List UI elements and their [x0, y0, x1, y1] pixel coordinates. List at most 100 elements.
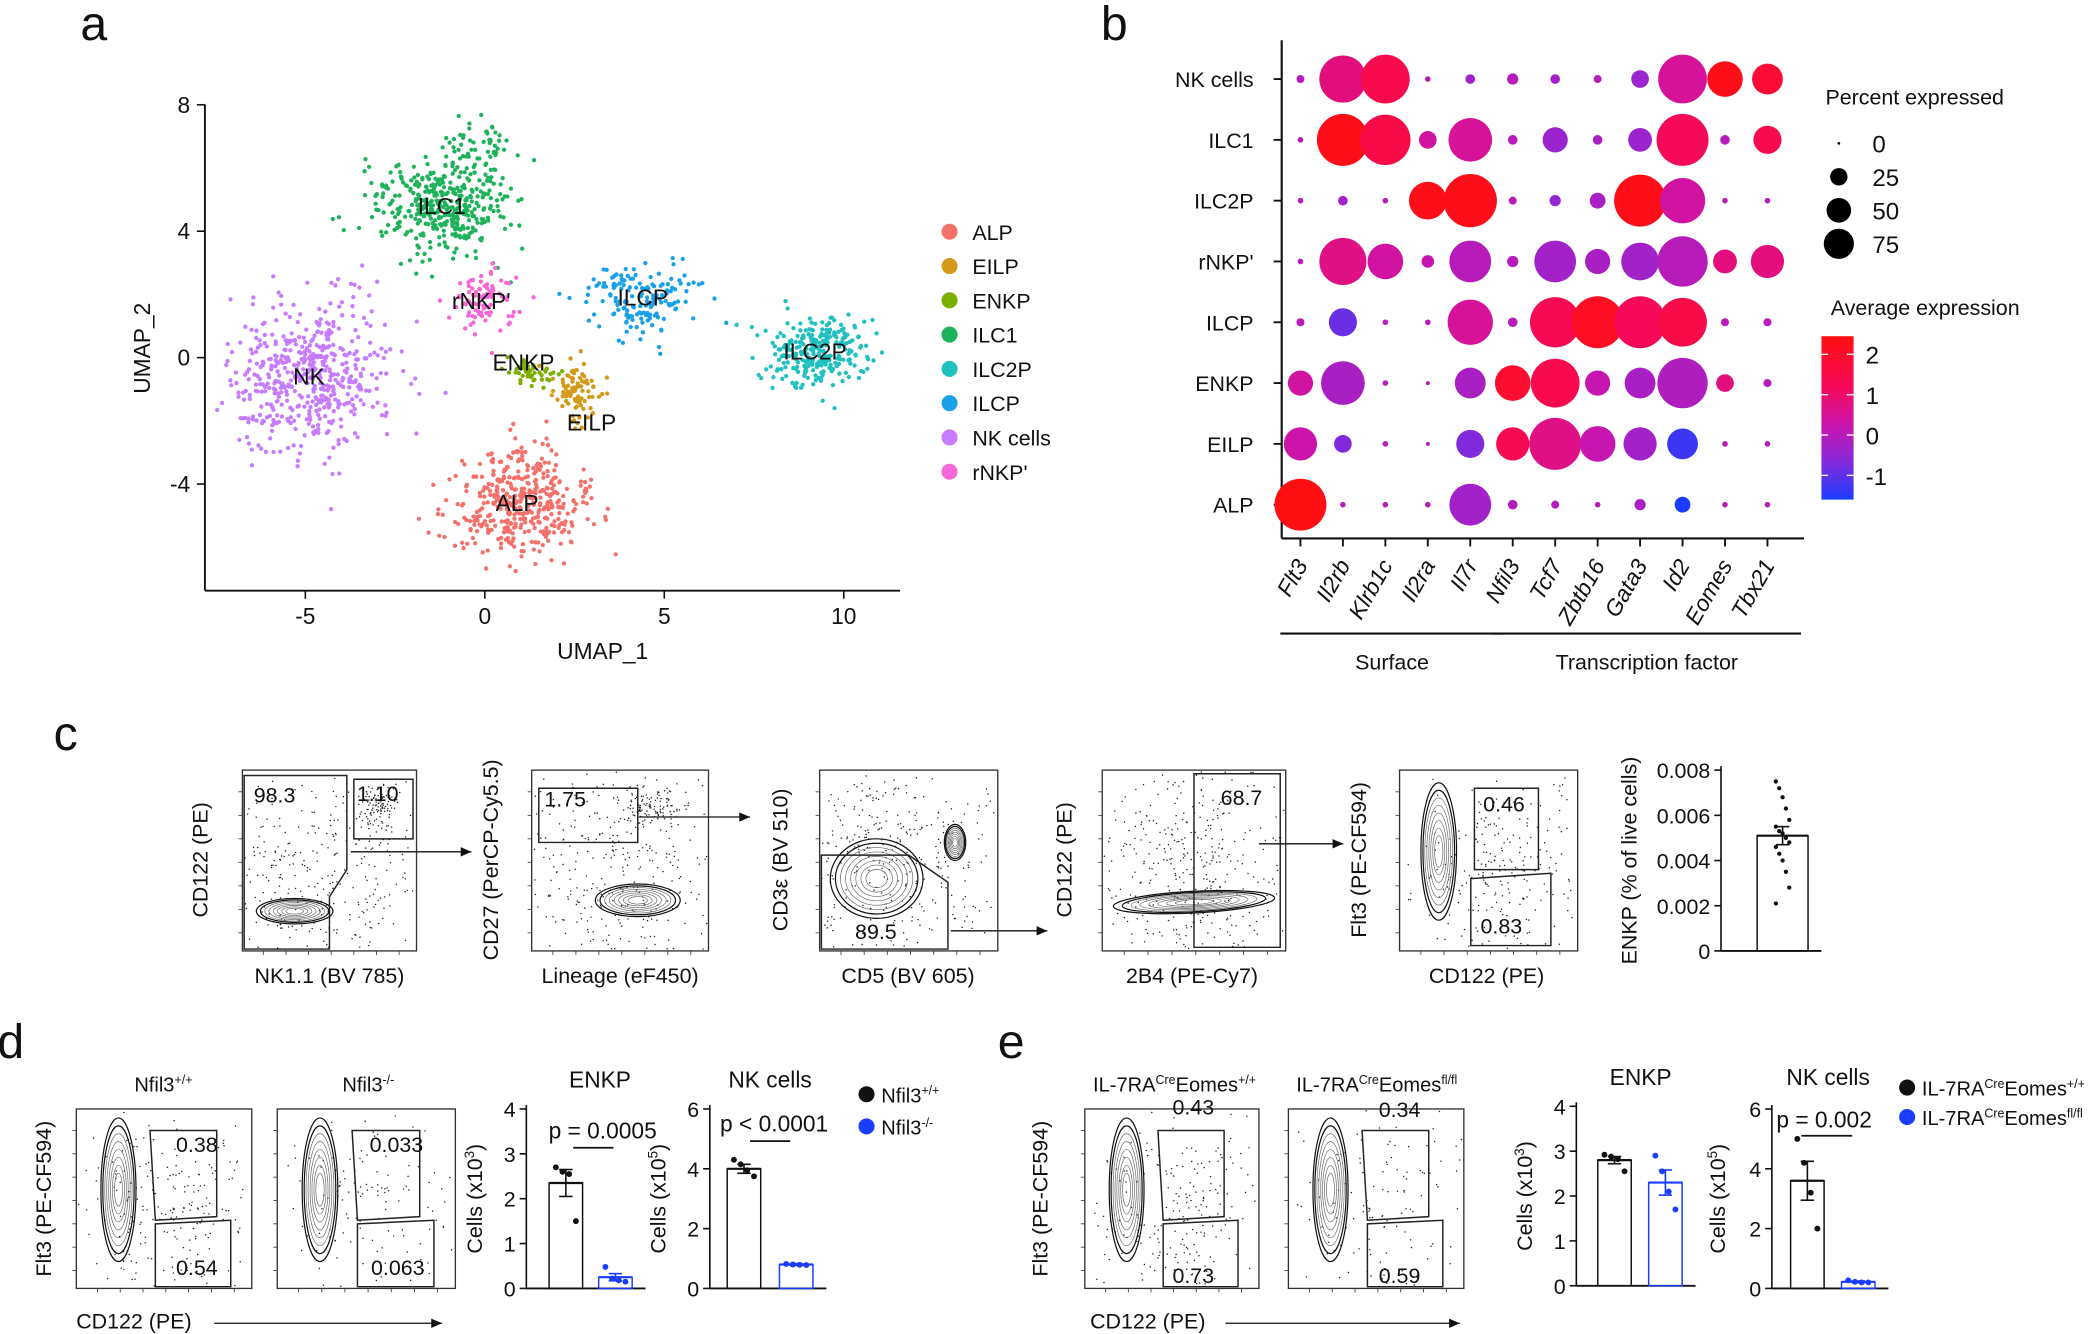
col-label: Il7r: [1444, 553, 1483, 595]
size-legend-label: 50: [1872, 199, 1899, 226]
umap-point: [312, 383, 317, 389]
umap-point: [817, 340, 822, 345]
event-dot: [976, 822, 979, 824]
umap-point: [271, 305, 276, 310]
umap-point: [620, 340, 626, 346]
event-dot: [1543, 883, 1546, 885]
event-dot: [374, 799, 377, 801]
expression-dot: [1507, 255, 1519, 268]
expression-dot: [1763, 379, 1772, 388]
color-legend-title: Average expression: [1831, 296, 2020, 320]
event-dot: [654, 943, 656, 946]
umap-point: [803, 328, 808, 333]
umap-point: [523, 449, 528, 455]
umap-point: [367, 388, 372, 393]
umap-point: [447, 477, 452, 482]
expression-dot: [1657, 357, 1708, 409]
umap-point: [569, 520, 574, 525]
event-dot: [321, 877, 323, 880]
event-dot: [254, 896, 257, 899]
event-dot: [908, 811, 910, 813]
event-dot: [322, 940, 325, 943]
event-dot: [596, 899, 599, 902]
umap-point: [603, 517, 609, 523]
umap-point: [485, 294, 490, 300]
event-dot: [1548, 818, 1551, 820]
text-part: ): [647, 1144, 671, 1151]
event-dot: [580, 912, 582, 915]
event-dot: [596, 786, 598, 788]
arrowhead: [1332, 839, 1344, 849]
event-dot: [698, 863, 701, 865]
event-dot: [171, 1256, 173, 1258]
event-dot: [974, 907, 977, 909]
event-dot: [592, 857, 594, 859]
umap-point: [324, 337, 330, 342]
umap-point: [325, 401, 330, 407]
flow-y-axis-label: CD27 (PerCP-Cy5.5): [479, 759, 503, 960]
y-tick-label: 0.002: [1657, 895, 1711, 919]
event-dot: [299, 890, 302, 893]
umap-point: [219, 400, 225, 406]
event-dot: [1217, 808, 1219, 810]
event-dot: [1190, 1199, 1192, 1202]
event-dot: [853, 834, 856, 836]
event-dot: [1152, 820, 1155, 822]
umap-point: [799, 385, 804, 390]
event-dot: [372, 804, 374, 806]
umap-point: [500, 176, 505, 181]
umap-point: [433, 223, 438, 228]
event-dot: [371, 847, 374, 849]
event-dot: [1500, 908, 1503, 911]
data-point: [1773, 779, 1779, 784]
event-dot: [162, 1269, 165, 1272]
event-dot: [877, 798, 880, 801]
umap-point: [552, 468, 557, 473]
event-dot: [263, 855, 265, 858]
umap-point: [494, 150, 499, 155]
umap-point: [784, 373, 789, 379]
umap-point: [479, 112, 484, 118]
event-dot: [1119, 888, 1122, 891]
umap-point: [256, 443, 261, 448]
umap-point: [491, 472, 496, 477]
expression-dot: [1658, 297, 1707, 347]
event-dot: [890, 940, 892, 942]
event-dot: [1110, 860, 1113, 862]
event-dot: [905, 792, 908, 794]
event-dot: [278, 885, 281, 887]
event-dot: [1243, 838, 1245, 841]
umap-point: [336, 326, 341, 331]
y-tick-label: 1: [504, 1233, 516, 1257]
event-dot: [1186, 1219, 1189, 1221]
event-dot: [1182, 857, 1185, 859]
event-dot: [401, 1229, 404, 1231]
event-dot: [177, 1143, 179, 1146]
event-dot: [1153, 1269, 1156, 1272]
event-dot: [1106, 1228, 1109, 1231]
umap-point: [582, 380, 587, 385]
umap-point: [493, 167, 498, 173]
event-dot: [883, 876, 886, 878]
event-dot: [665, 798, 668, 800]
event-dot: [911, 920, 913, 922]
umap-point: [380, 194, 385, 200]
event-dot: [1216, 814, 1219, 817]
event-dot: [629, 804, 632, 807]
event-dot: [376, 1133, 379, 1136]
event-dot: [618, 820, 620, 823]
event-dot: [845, 897, 848, 899]
umap-point: [491, 468, 496, 473]
event-dot: [354, 933, 356, 936]
expression-dot: [1340, 501, 1346, 508]
event-dot: [381, 822, 384, 824]
umap-point: [336, 400, 341, 405]
umap-point: [437, 202, 442, 207]
umap-point: [510, 313, 515, 319]
col-label: Tbx21: [1726, 555, 1780, 623]
event-dot: [1140, 821, 1143, 823]
umap-point: [816, 345, 821, 350]
umap-point: [489, 292, 494, 297]
event-dot: [377, 1194, 379, 1197]
event-dot: [1530, 856, 1532, 858]
